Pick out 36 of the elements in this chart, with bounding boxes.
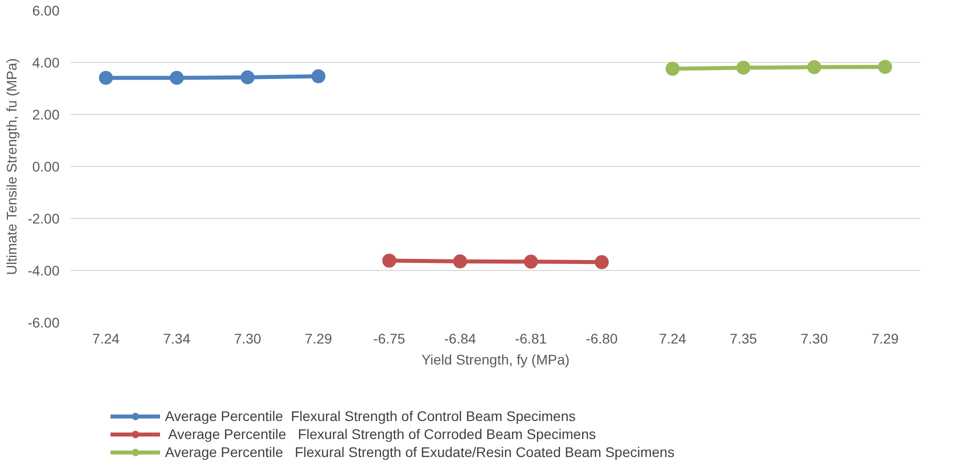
point bbox=[382, 254, 396, 268]
y-tick-label: -2.00 bbox=[28, 210, 60, 226]
point bbox=[311, 69, 326, 84]
x-tick-label: 7.34 bbox=[163, 330, 191, 346]
x-tick-label: 7.30 bbox=[234, 330, 262, 346]
x-tick-label: -6.84 bbox=[444, 330, 476, 346]
point bbox=[170, 70, 184, 85]
point bbox=[807, 60, 822, 74]
x-tick-label: -6.75 bbox=[373, 330, 406, 346]
legend-label: Average Percentile Flexural Strength of Control Beam Specimens bbox=[165, 408, 576, 424]
x-tick-label: 7.24 bbox=[658, 330, 686, 346]
point bbox=[453, 254, 468, 268]
y-axis-title: Ultimate Tensile Strength, fu (MPa) bbox=[4, 58, 20, 276]
y-tick-label: 6.00 bbox=[32, 2, 60, 18]
x-tick-label: -6.80 bbox=[586, 330, 618, 346]
point bbox=[736, 60, 750, 75]
point bbox=[594, 255, 609, 270]
y-tick-label: 0.00 bbox=[32, 158, 60, 174]
x-tick-label: 7.24 bbox=[92, 330, 120, 346]
y-tick-label: -6.00 bbox=[28, 314, 60, 330]
y-tick-label: 2.00 bbox=[32, 106, 60, 122]
point bbox=[240, 70, 255, 84]
point bbox=[878, 60, 892, 74]
y-tick-label: -4.00 bbox=[28, 262, 60, 278]
x-tick-label: 7.30 bbox=[800, 330, 828, 346]
legend-label: Average Percentile Flexural Strength of Corroded Beam Specimens bbox=[167, 426, 596, 442]
x-tick-label: 7.35 bbox=[730, 330, 758, 346]
point bbox=[524, 254, 538, 269]
point bbox=[98, 70, 113, 85]
x-tick-label: 7.29 bbox=[304, 330, 332, 346]
point bbox=[666, 62, 680, 76]
x-tick-label: -6.81 bbox=[514, 330, 548, 346]
legend-label: Average Percentile Flexural Strength of Exudate/Resin Coated Beam Specimens bbox=[165, 444, 674, 460]
x-axis-title: Yield Strength, fy (MPa) bbox=[421, 352, 570, 368]
y-tick-label: 4.00 bbox=[32, 54, 60, 70]
x-tick-label: 7.29 bbox=[871, 330, 899, 346]
